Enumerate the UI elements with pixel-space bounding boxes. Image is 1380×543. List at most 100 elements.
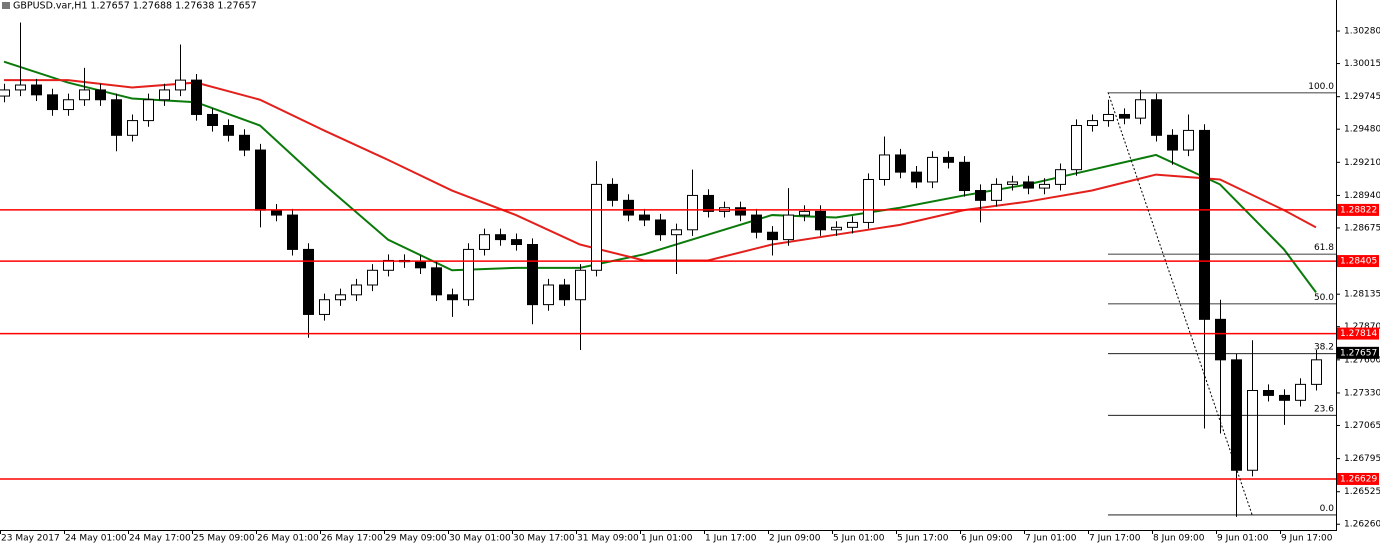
candle-body	[975, 190, 986, 201]
candle-body	[959, 161, 970, 192]
last-price-label: 1.27657	[1340, 348, 1377, 358]
candle-body	[1199, 129, 1210, 320]
candle-body	[1103, 113, 1114, 122]
y-tick-label: 1.26795	[1344, 454, 1380, 464]
candle-body	[751, 214, 762, 233]
candle-body	[47, 94, 58, 111]
chart-header: GBPUSD.var,H1 1.27657 1.27688 1.27638 1.…	[13, 1, 257, 12]
fib-label: 38.2	[1314, 343, 1334, 353]
candle-body	[367, 269, 378, 286]
candle-body	[447, 294, 458, 301]
level-label: 1.28405	[1340, 257, 1377, 267]
candle-body	[463, 248, 474, 301]
candle-body	[335, 294, 346, 301]
candle-body	[191, 79, 202, 115]
candle-body	[543, 284, 554, 306]
level-label-box	[1337, 255, 1379, 268]
x-tick-label: 6 Jun 09:00	[961, 534, 1013, 543]
candle-body	[863, 178, 874, 223]
candle-body	[559, 284, 570, 301]
candle-body	[223, 125, 234, 136]
candle-body	[783, 214, 794, 241]
x-tick-label: 24 May 01:00	[65, 534, 127, 543]
candle-body	[495, 234, 506, 241]
candle-body	[1215, 318, 1226, 361]
last-price-box	[1337, 346, 1379, 359]
level-label: 1.28822	[1340, 205, 1377, 215]
x-tick-label: 2 Jun 09:00	[769, 534, 821, 543]
candle-body	[1295, 383, 1306, 401]
x-tick-label: 7 Jun 01:00	[1025, 534, 1077, 543]
candle-body	[479, 234, 490, 250]
x-tick-label: 1 Jun 01:00	[641, 534, 693, 543]
candle-body	[1039, 183, 1050, 189]
level-label-box	[1337, 203, 1379, 216]
candle-body	[1247, 390, 1258, 471]
y-tick-label: 1.27870	[1344, 322, 1380, 332]
y-tick-label: 1.29745	[1344, 92, 1380, 102]
candle-body	[847, 221, 858, 228]
y-tick-label: 1.27330	[1344, 388, 1380, 398]
fib-label: 61.8	[1314, 243, 1334, 253]
candle-body	[1135, 99, 1146, 119]
candle-body	[879, 154, 890, 180]
candle-body	[111, 99, 122, 136]
x-tick-label: 9 Jun 17:00	[1281, 534, 1333, 543]
candle-body	[1279, 394, 1290, 401]
candle-body	[703, 194, 714, 212]
candle-body	[655, 219, 666, 236]
level-label-box	[1337, 327, 1379, 340]
candle-body	[1055, 169, 1066, 185]
candle-body	[1311, 359, 1322, 385]
candle-body	[911, 171, 922, 183]
candle-body	[991, 183, 1002, 201]
candle-body	[0, 89, 10, 97]
fib-label: 23.6	[1314, 404, 1334, 414]
candle-body	[207, 113, 218, 127]
candle-body	[31, 84, 42, 96]
candle-body	[351, 284, 362, 296]
candle-body	[943, 156, 954, 163]
y-tick-label: 1.28675	[1344, 223, 1380, 233]
candle-body	[815, 210, 826, 231]
candle-body	[1119, 113, 1130, 119]
y-tick-label: 1.28940	[1344, 191, 1380, 201]
candle-body	[383, 259, 394, 271]
y-tick-label: 1.27600	[1344, 355, 1380, 365]
candle-body	[799, 210, 810, 216]
candle-body	[431, 267, 442, 296]
candle-body	[143, 99, 154, 122]
x-tick-label: 30 May 17:00	[513, 534, 575, 543]
x-tick-label: 26 May 17:00	[321, 534, 383, 543]
candle-body	[287, 214, 298, 250]
candle-body	[927, 156, 938, 183]
candle-body	[767, 231, 778, 241]
x-tick-label: 26 May 01:00	[257, 534, 319, 543]
candle-body	[79, 89, 90, 101]
candle-body	[1007, 181, 1018, 185]
y-tick-label: 1.30015	[1344, 59, 1380, 69]
x-tick-label: 7 Jun 17:00	[1089, 534, 1141, 543]
candle-body	[239, 134, 250, 151]
candle-body	[415, 261, 426, 269]
x-tick-label: 8 Jun 09:00	[1153, 534, 1205, 543]
level-label-box	[1337, 472, 1379, 485]
y-tick-label: 1.26260	[1344, 520, 1380, 530]
marks: 1.30280 1.30015 1.29745 1.29480 1.29210 1.289…	[0, 22, 1380, 543]
x-tick-label: 5 Jun 17:00	[897, 534, 949, 543]
header-icon	[2, 2, 10, 9]
y-tick-label: 1.27065	[1344, 421, 1380, 431]
x-tick-label: 25 May 09:00	[193, 534, 255, 543]
x-tick-label: 9 Jun 01:00	[1217, 534, 1269, 543]
candle-body	[1087, 120, 1098, 127]
candle-body	[95, 89, 106, 101]
candle-body	[831, 226, 842, 231]
candle-body	[319, 299, 330, 315]
candle-body	[895, 154, 906, 173]
y-tick-label: 1.29210	[1344, 158, 1380, 168]
candle-body	[591, 183, 602, 271]
candle-body	[511, 239, 522, 246]
candle-body	[671, 229, 682, 236]
candle-body	[1023, 181, 1034, 189]
